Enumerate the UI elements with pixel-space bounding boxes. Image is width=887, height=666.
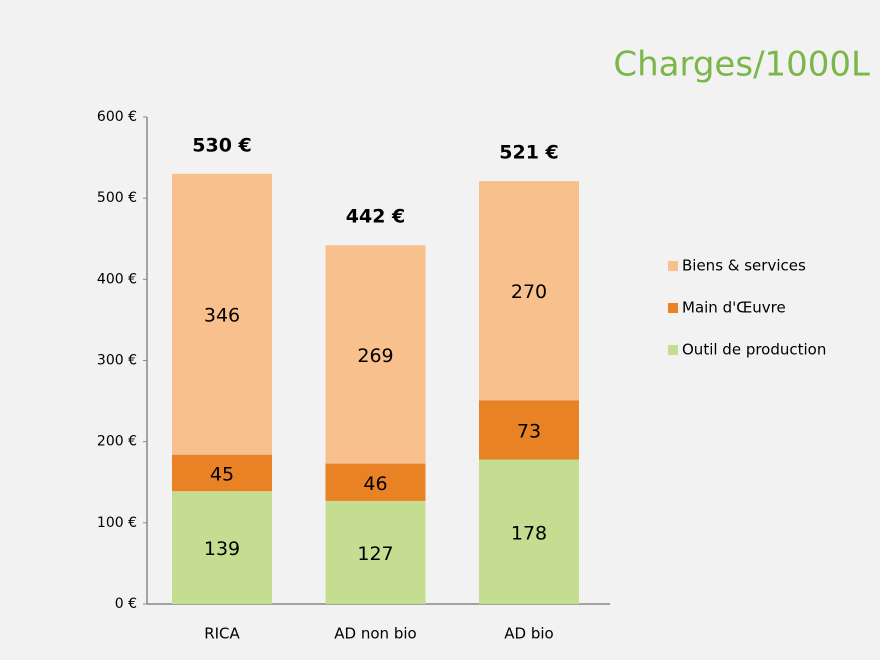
bar-segment <box>172 454 272 492</box>
data-label: 270 <box>511 281 547 303</box>
bar-segment <box>479 459 579 604</box>
x-tick-label: AD bio <box>504 625 553 643</box>
bar-segment <box>172 173 272 455</box>
bar-segment <box>325 463 426 501</box>
legend-swatch <box>668 261 678 271</box>
x-tick-label: AD non bio <box>334 625 416 643</box>
total-label: 530 € <box>192 134 252 156</box>
bar-segment <box>172 491 272 604</box>
chart-title: Charges/1000L <box>613 45 870 85</box>
data-label: 269 <box>357 345 393 367</box>
data-label: 127 <box>357 543 393 565</box>
y-tick-label: 100 € <box>97 515 137 531</box>
y-tick-label: 400 € <box>97 271 137 287</box>
data-label: 346 <box>204 305 240 327</box>
bar-segment <box>325 245 426 464</box>
data-label: 139 <box>204 538 240 560</box>
legend-label: Outil de production <box>682 341 826 359</box>
data-label: 178 <box>511 522 547 544</box>
y-tick-label: 300 € <box>97 353 137 369</box>
bar-segment <box>479 400 579 460</box>
legend-label: Main d'Œuvre <box>682 299 786 317</box>
data-label: 45 <box>210 463 234 485</box>
total-label: 442 € <box>346 206 406 228</box>
bar-segment <box>479 181 579 401</box>
total-label: 521 € <box>499 142 559 164</box>
legend-swatch <box>668 345 678 355</box>
legend-label: Biens & services <box>682 257 806 275</box>
legend-swatch <box>668 303 678 313</box>
x-tick-label: RICA <box>204 625 240 643</box>
data-label: 73 <box>517 420 541 442</box>
data-label: 46 <box>363 473 387 495</box>
y-tick-label: 500 € <box>97 190 137 206</box>
y-tick-label: 200 € <box>97 434 137 450</box>
y-tick-label: 0 € <box>115 596 137 612</box>
bar-segment <box>325 500 426 604</box>
y-tick-label: 600 € <box>97 109 137 125</box>
